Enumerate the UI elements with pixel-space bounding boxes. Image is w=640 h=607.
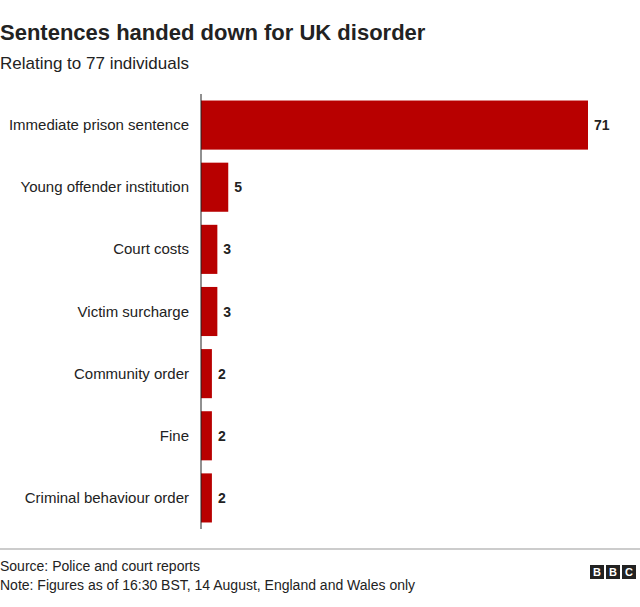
bar: [201, 411, 212, 460]
data-label: 71: [594, 117, 610, 133]
axis-line: [201, 94, 202, 529]
bars: [201, 101, 588, 523]
category-label: Community order: [74, 365, 189, 382]
category-label: Immediate prison sentence: [9, 116, 189, 133]
bar: [201, 163, 228, 212]
category-label: Victim surcharge: [78, 303, 189, 320]
bar: [201, 225, 217, 274]
data-label: 2: [218, 366, 226, 382]
chart: Sentences handed down for UK disorder Rel…: [0, 0, 640, 607]
logo-letter: B: [593, 566, 601, 578]
bar: [201, 287, 217, 336]
logo-text: BBC: [593, 566, 633, 578]
bar: [201, 101, 588, 150]
data-label: 5: [234, 179, 242, 195]
logo-box: [622, 565, 636, 579]
subtitle: Relating to 77 individuals: [0, 54, 189, 73]
bar: [201, 349, 212, 398]
logo-box: [590, 565, 604, 579]
category-label: Fine: [160, 427, 189, 444]
note: Note: Figures as of 16:30 BST, 14 August…: [0, 577, 415, 593]
category-label: Criminal behaviour order: [25, 489, 189, 506]
logo: BBC: [590, 565, 636, 579]
data-label: 2: [218, 490, 226, 506]
labels: Immediate prison sentence 71 Young offende…: [9, 116, 610, 506]
data-label: 3: [223, 304, 231, 320]
data-label: 2: [218, 428, 226, 444]
data-label: 3: [223, 241, 231, 257]
category-label: Court costs: [113, 240, 189, 257]
logo-letter: C: [625, 566, 633, 578]
source: Source: Police and court reports: [0, 558, 200, 574]
title: Sentences handed down for UK disorder: [0, 20, 426, 45]
logo-letter: B: [609, 566, 617, 578]
logo-box: [606, 565, 620, 579]
footer-rule: [0, 549, 640, 550]
bar: [201, 473, 212, 522]
category-label: Young offender institution: [21, 178, 189, 195]
